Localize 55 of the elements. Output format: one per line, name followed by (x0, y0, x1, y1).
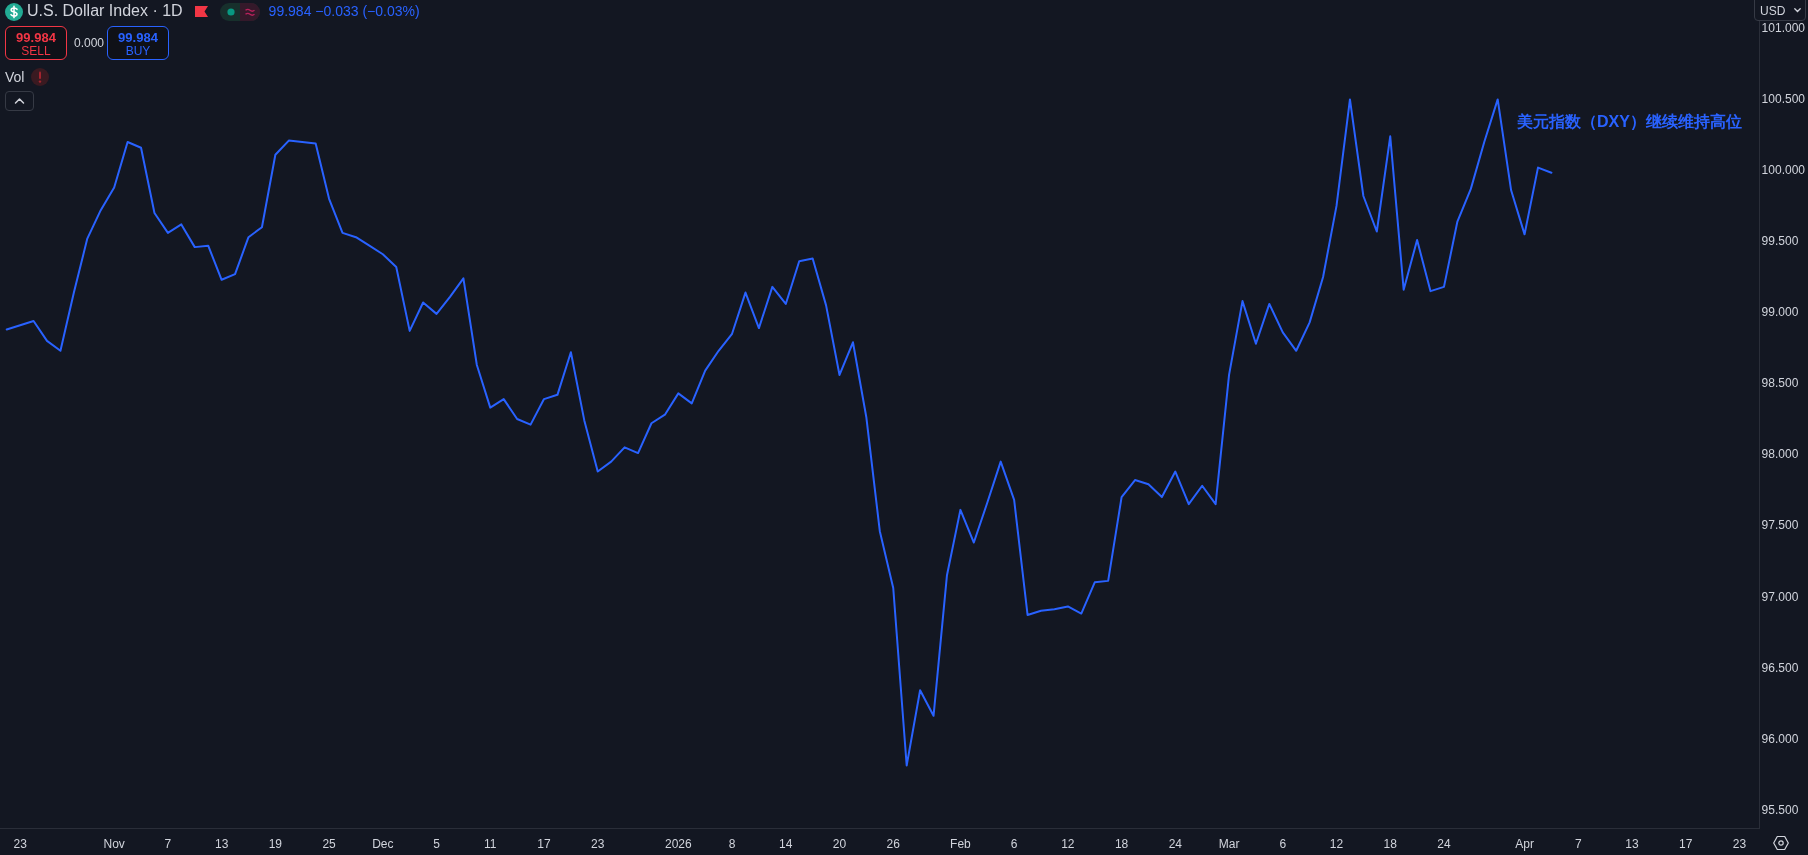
x-tick-label: 18 (1114, 837, 1129, 851)
x-tick-label: 6 (1279, 837, 1287, 851)
x-tick-label: 7 (1574, 837, 1582, 851)
y-tick-label: 96.500 (1761, 660, 1799, 675)
x-tick-label: 23 (591, 837, 605, 851)
x-tick-label: 26 (886, 837, 901, 851)
x-tick-label: 8 (728, 837, 736, 851)
annotation: BUY (124, 44, 152, 58)
annotation: 99.984 (117, 30, 159, 45)
x-tick-label: 17 (1679, 837, 1693, 851)
currency-dropdown: USD (1754, 0, 1806, 21)
x-tick-label: 20 (832, 837, 847, 851)
x-tick-label: Dec (372, 837, 394, 851)
y-tick-label: 97.000 (1761, 589, 1799, 604)
y-tick-label: 98.500 (1761, 376, 1799, 391)
x-tick-label: 19 (268, 837, 283, 851)
annotation: 0.000 (74, 36, 105, 50)
y-tick-label: 96.000 (1761, 731, 1799, 746)
sell-button: 99.984 SELL (5, 26, 67, 60)
x-tick-label: Nov (103, 837, 125, 851)
x-tick-label: 18 (1383, 837, 1398, 851)
annotation: 99.984 (15, 30, 57, 45)
y-tick-label: 100.500 (1761, 92, 1806, 107)
annotation: Vol (5, 69, 25, 85)
y-tick-label: 98.000 (1761, 447, 1799, 462)
x-tick-label: Apr (1515, 837, 1534, 851)
y-tick-label: 99.000 (1761, 305, 1799, 320)
x-tick-label: 11 (484, 837, 497, 851)
x-tick-label: Feb (950, 837, 972, 851)
annotation: 美元指数（DXY）继续维持高位 (1517, 113, 1742, 130)
x-tick-label: 12 (1061, 837, 1075, 851)
x-tick-label: 6 (1010, 837, 1018, 851)
x-tick-label: 2026 (664, 837, 692, 851)
x-tick-label: 13 (1625, 837, 1640, 851)
x-tick-label: 23 (1732, 837, 1747, 851)
x-tick-label: 24 (1168, 837, 1183, 851)
y-tick-label: 95.500 (1761, 802, 1799, 817)
y-tick-label: 97.500 (1761, 518, 1799, 533)
x-tick-label: 23 (13, 837, 28, 851)
buy-button: 99.984 BUY (107, 26, 169, 60)
chart-title: U.S. Dollar Index · 1D (27, 2, 183, 19)
x-tick-label: 12 (1329, 837, 1344, 851)
x-tick-label: 7 (164, 837, 172, 851)
x-tick-label: 5 (433, 837, 441, 851)
annotation: SELL (20, 44, 52, 58)
y-tick-label: 101.000 (1761, 21, 1806, 36)
x-tick-label: 13 (214, 837, 229, 851)
x-tick-label: 25 (322, 837, 337, 851)
x-tick-label: 24 (1437, 837, 1451, 851)
x-tick-label: Mar (1218, 837, 1240, 851)
y-tick-label: 100.000 (1761, 163, 1806, 178)
x-tick-label: 17 (537, 837, 551, 851)
chart-subtitle: 99.984 −0.033 (−0.03%) (268, 3, 420, 19)
y-tick-label: 99.500 (1761, 234, 1799, 249)
x-tick-label: 14 (779, 837, 793, 851)
